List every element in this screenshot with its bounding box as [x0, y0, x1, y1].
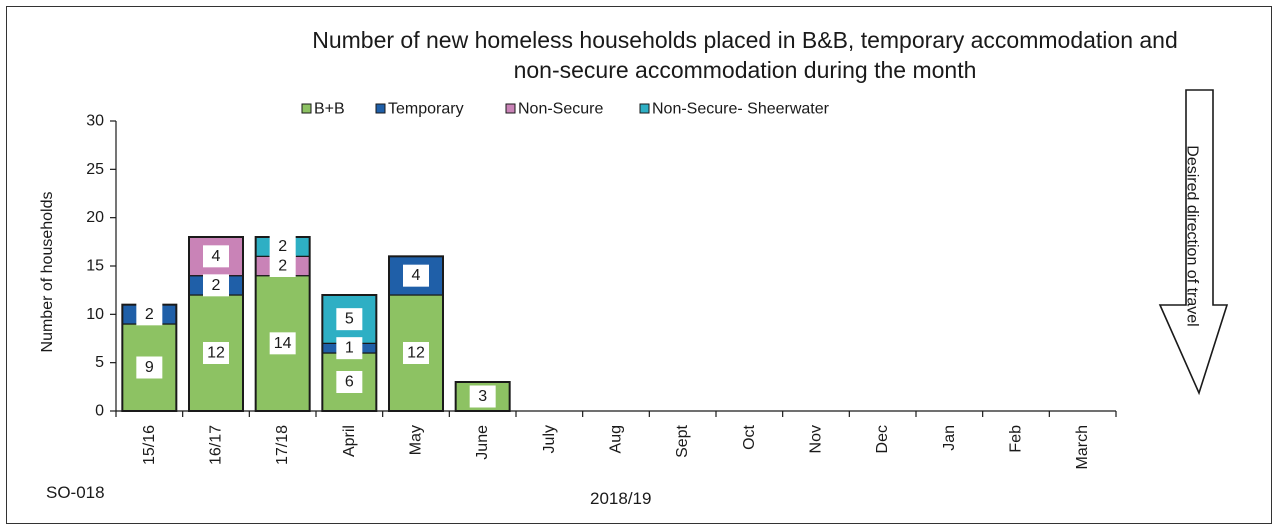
legend: B+B Temporary Non-Secure Non-Secure- Sheerw… — [301, 101, 830, 118]
chart-code: SO-018 — [46, 483, 105, 502]
down-arrow-icon — [1158, 89, 1229, 396]
x-tick-label: May — [408, 425, 425, 455]
data-label-box — [336, 371, 363, 393]
y-tick-label: 30 — [86, 113, 104, 130]
data-label-box — [469, 385, 496, 408]
data-label-box — [269, 255, 296, 277]
data-label-box — [269, 332, 296, 355]
y-tick-label: 0 — [95, 403, 104, 420]
x-tick-label: Nov — [808, 425, 825, 453]
x-tick-label: July — [541, 425, 558, 453]
data-label-box — [203, 245, 229, 268]
data-label-box — [136, 303, 163, 326]
legend-label: B+B — [314, 101, 345, 118]
chart-title-line-1: Number of new homeless households placed… — [312, 27, 1178, 53]
legend-label: Non-Secure — [518, 101, 603, 118]
data-label: 12 — [207, 345, 225, 362]
y-axis: 0 5 10 15 20 25 30 — [86, 113, 117, 420]
legend-swatch — [505, 103, 516, 114]
y-tick-label: 10 — [86, 306, 104, 323]
x-axis: 15/16 16/17 17/18 April May June July Aug Sept Oc… — [115, 410, 1117, 469]
data-labels: 9 2 12 2 4 14 2 2 6 1 5 12 4 3 — [136, 235, 496, 408]
x-tick-label: 16/17 — [208, 425, 225, 465]
data-label: 2 — [212, 277, 221, 294]
y-tick-label: 25 — [86, 161, 104, 178]
x-tick-label: Aug — [608, 425, 625, 453]
x-axis-label: 2018/19 — [590, 489, 652, 508]
x-tick-label: March — [1074, 425, 1091, 469]
data-label-box — [203, 274, 229, 297]
data-label-box — [403, 342, 429, 364]
x-tick-label: 15/16 — [141, 425, 158, 465]
data-label: 4 — [212, 248, 221, 265]
x-tick-label: Jan — [941, 425, 958, 451]
data-label-box — [203, 342, 229, 364]
data-label: 9 — [145, 359, 154, 376]
data-label-box — [269, 235, 296, 258]
y-axis-label: Number of households — [39, 192, 56, 353]
data-label: 12 — [407, 345, 425, 362]
data-label: 2 — [278, 238, 287, 255]
data-label: 14 — [274, 335, 292, 352]
legend-swatch — [639, 103, 650, 114]
data-label-box — [403, 264, 429, 287]
data-label: 4 — [412, 267, 421, 284]
bars — [121, 236, 511, 413]
data-label: 2 — [145, 306, 154, 323]
data-label-box — [336, 337, 363, 360]
data-label: 2 — [278, 258, 287, 275]
bar-outline — [321, 294, 378, 412]
chart-title-line-2: non-secure accommodation during the mont… — [513, 57, 977, 83]
data-label: 3 — [478, 388, 487, 405]
data-label: 6 — [345, 374, 354, 391]
data-label: 5 — [345, 311, 354, 328]
y-tick-label: 15 — [86, 258, 104, 275]
data-label: 1 — [345, 340, 354, 357]
legend-label: Temporary — [388, 101, 464, 118]
legend-swatch — [375, 103, 386, 114]
y-tick-label: 5 — [95, 354, 104, 371]
data-label-box — [336, 308, 363, 331]
direction-arrow: Desired direction of travel — [1158, 89, 1229, 396]
direction-of-travel-label: Desired direction of travel — [1184, 145, 1201, 326]
x-tick-label: April — [341, 425, 358, 457]
x-tick-label: Dec — [874, 425, 891, 453]
x-tick-label: 17/18 — [274, 425, 291, 465]
data-label-box — [136, 356, 163, 379]
bar-outline — [454, 381, 511, 412]
x-tick-label: Feb — [1008, 425, 1025, 453]
y-tick-label: 20 — [86, 209, 104, 226]
legend-swatch — [301, 103, 312, 114]
legend-label: Non-Secure- Sheerwater — [652, 101, 830, 118]
bar-outline — [388, 255, 444, 413]
x-tick-label: Sept — [674, 424, 691, 457]
x-tick-label: Oct — [741, 424, 758, 449]
x-tick-label: June — [474, 425, 491, 460]
bar-outline — [188, 236, 244, 412]
